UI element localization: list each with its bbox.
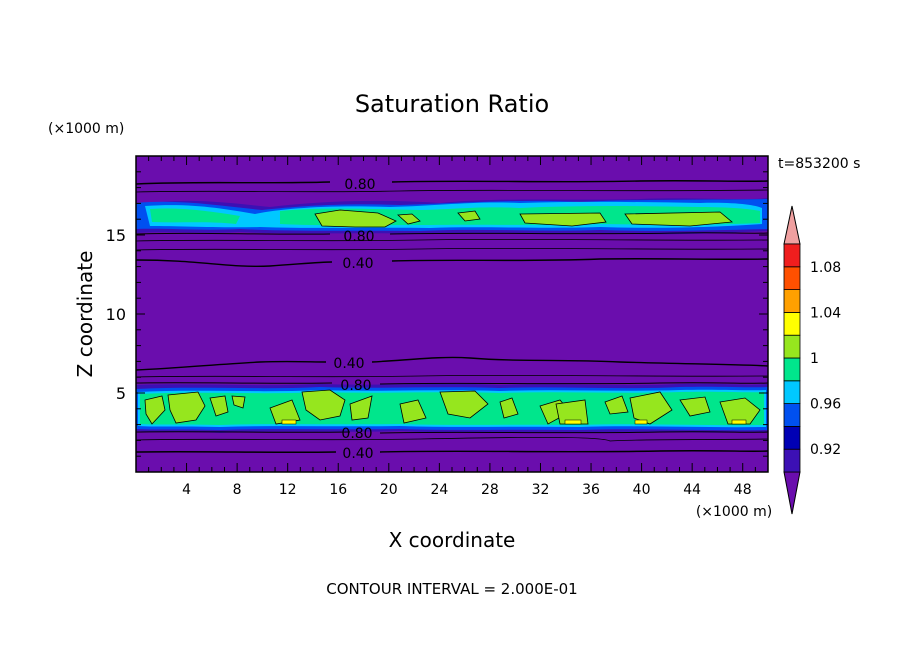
colorbar: 0.92 0.96 1 1.04 1.08 (783, 205, 841, 515)
x-tick-label: 20 (380, 482, 398, 498)
x-tick-label: 48 (734, 482, 752, 498)
contour-line (136, 431, 768, 434)
x-tick-label: 24 (430, 482, 448, 498)
contour-line (136, 247, 768, 251)
y-axis-label: Z coordinate (73, 251, 97, 378)
contour-label: 0.40 (333, 356, 364, 372)
x-tick-label: 16 (329, 482, 347, 498)
contour-line (136, 374, 768, 378)
contour-line (136, 450, 768, 453)
contour-interval-note: CONTOUR INTERVAL = 2.000E-01 (326, 580, 577, 598)
contour-lines (136, 180, 768, 453)
colorbar-label: 1 (810, 351, 819, 367)
y-tick-label: 5 (116, 384, 126, 403)
colorbar-swatch (783, 289, 801, 313)
contour-label: 0.40 (342, 446, 373, 462)
axis-ticks (136, 156, 768, 472)
x-tick-label: 44 (683, 482, 701, 498)
colorbar-swatch (783, 311, 801, 336)
lower-cloud-layer (136, 383, 768, 433)
y-tick-label: 15 (106, 226, 126, 245)
x-axis-label: X coordinate (389, 528, 516, 552)
colorbar-swatch (783, 334, 801, 359)
contour-label: 0.80 (344, 177, 375, 193)
contour-line (136, 180, 768, 185)
colorbar-swatch (783, 243, 801, 268)
contour-line (136, 258, 768, 268)
contour-labels: 0.80 0.80 0.40 0.40 0.80 0.80 0.40 (333, 177, 375, 462)
x-tick-label: 4 (182, 482, 191, 498)
contour-label: 0.80 (343, 229, 374, 245)
contour-label: 0.80 (340, 378, 371, 394)
y-tick-label: 10 (106, 305, 126, 324)
plot-area (136, 156, 768, 472)
colorbar-label: 1.08 (810, 260, 841, 276)
x-tick-label: 40 (633, 482, 651, 498)
contour-line (136, 232, 768, 235)
upper-cloud-layer (136, 198, 768, 235)
x-unit-label: (×1000 m) (696, 504, 772, 520)
colorbar-swatch (783, 448, 801, 473)
contour-line (136, 436, 768, 442)
colorbar-swatch (783, 357, 801, 382)
x-tick-label: 28 (481, 482, 499, 498)
contour-line (136, 238, 768, 242)
chart-title: Saturation Ratio (355, 90, 549, 118)
time-label: t=853200 s (778, 156, 860, 172)
x-tick-label: 36 (582, 482, 600, 498)
x-tick-labels: 4 8 12 16 20 24 28 32 36 40 44 48 (182, 482, 752, 498)
colorbar-swatch (783, 403, 801, 427)
x-tick-label: 12 (279, 482, 297, 498)
colorbar-max-arrow (783, 205, 801, 245)
x-tick-label: 8 (233, 482, 242, 498)
contour-line (136, 189, 768, 193)
colorbar-label: 0.96 (810, 397, 841, 413)
colorbar-label: 0.92 (810, 442, 841, 458)
colorbar-swatch (783, 266, 801, 290)
colorbar-swatch (783, 380, 801, 404)
x-tick-label: 32 (532, 482, 550, 498)
contour-line (136, 382, 768, 385)
y-tick-labels: 5 10 15 (106, 226, 126, 403)
colorbar-min-arrow (783, 471, 801, 515)
contour-line (136, 356, 768, 371)
contour-label: 0.40 (342, 256, 373, 272)
y-unit-label: (×1000 m) (48, 121, 124, 137)
colorbar-swatch (783, 425, 801, 450)
colorbar-label: 1.04 (810, 305, 841, 321)
contour-label: 0.80 (341, 426, 372, 442)
